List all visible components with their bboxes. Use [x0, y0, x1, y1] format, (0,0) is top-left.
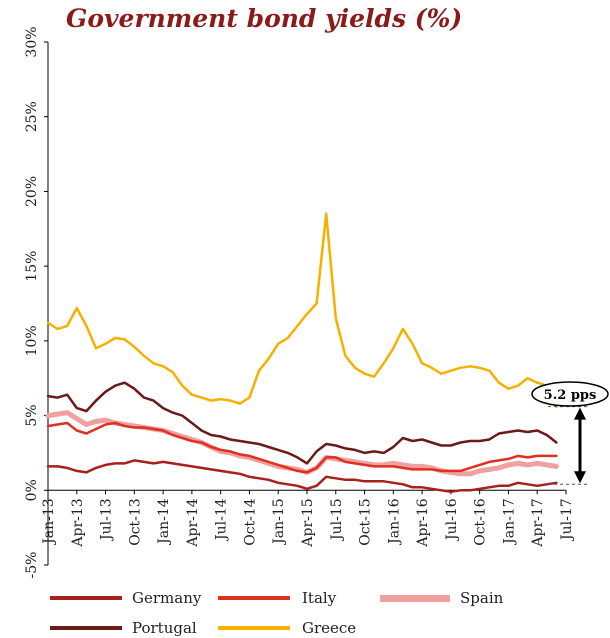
- y-tick-label: 25%: [24, 101, 40, 132]
- annotation-arrow-head-up: [574, 407, 586, 420]
- x-tick-label: Jul-17: [559, 498, 575, 542]
- x-tick-label: Oct-13: [127, 498, 143, 546]
- series-line-portugal: [46, 381, 558, 465]
- series-layer: [45, 212, 559, 494]
- x-tick-label: Apr-15: [300, 498, 316, 547]
- annotation-layer: 5.2 pps: [531, 381, 609, 485]
- series-line-greece: [46, 212, 558, 408]
- x-tick-label: Apr-13: [70, 498, 86, 547]
- annotation-arrow-head-down: [574, 471, 586, 484]
- y-tick-label: 10%: [24, 325, 40, 356]
- y-tick-label: 0%: [24, 479, 40, 501]
- x-tick-label: Jan-15: [271, 498, 287, 546]
- annotation-label: 5.2 pps: [544, 388, 597, 403]
- x-tick-label: Oct-14: [242, 498, 258, 546]
- x-tick-label: Apr-14: [185, 498, 201, 547]
- x-tick-label: Apr-16: [415, 498, 431, 547]
- x-tick-label: Jan-16: [386, 498, 402, 546]
- chart-title: Government bond yields (%): [66, 4, 463, 33]
- series-line-germany: [46, 459, 558, 494]
- series-line-italy: [46, 421, 558, 474]
- x-tick-label: Oct-15: [358, 498, 374, 546]
- y-tick-label: 20%: [24, 176, 40, 207]
- y-tick-label: 15%: [24, 251, 40, 282]
- x-tick-label: Jul-15: [329, 498, 345, 542]
- y-tick-label: -5%: [24, 552, 40, 579]
- y-tick-label: 30%: [24, 26, 40, 57]
- x-tick-label: Apr-17: [530, 498, 546, 547]
- x-tick-label: Jul-16: [444, 498, 460, 542]
- x-tick-label: Jul-14: [214, 498, 230, 542]
- x-tick-label: Oct-16: [473, 498, 489, 546]
- x-tick-label: Jan-17: [501, 498, 517, 546]
- axes: -5% 0% 5% 10% 15% 20% 25% 30% Jan-13 Apr-13 Jul-13…: [24, 26, 575, 578]
- x-tick-label: Jul-13: [99, 498, 115, 542]
- y-tick-label: 5%: [24, 404, 40, 426]
- x-tick-label: Jan-13: [41, 498, 57, 546]
- x-tick-label: Jan-14: [156, 498, 172, 546]
- annotation-ellipse: [531, 381, 609, 407]
